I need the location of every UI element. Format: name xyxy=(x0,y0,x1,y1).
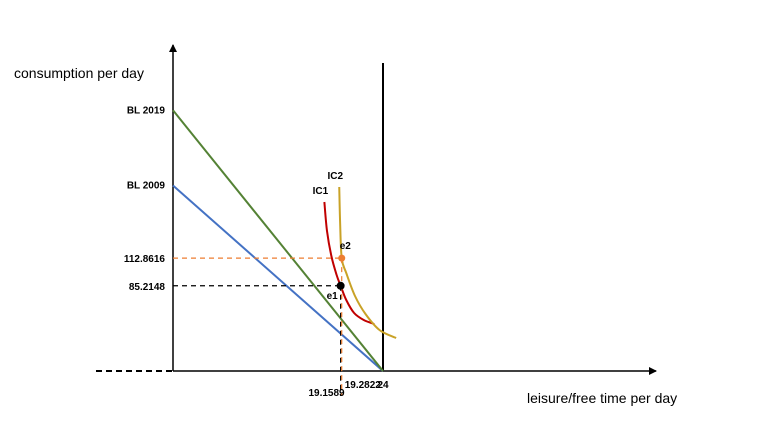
series-bl-2009-label: BL 2009 xyxy=(127,181,166,192)
point-label-e1: e1 xyxy=(327,291,339,302)
series-ic1-label: IC1 xyxy=(313,186,329,197)
x-tick-label: 19.2822 xyxy=(345,380,382,391)
guide-layer xyxy=(173,257,343,396)
y-axis-label: consumption per day xyxy=(14,65,144,81)
point-e1 xyxy=(336,281,345,290)
series-ic1-line xyxy=(323,201,375,325)
x-tick-label: 24 xyxy=(377,380,389,391)
x-tick-label: 19.1589 xyxy=(308,388,345,399)
point-e2 xyxy=(338,254,346,262)
series-bl-2019-line xyxy=(172,109,384,372)
series-ic2-label: IC2 xyxy=(327,171,343,182)
y-tick-label: 85.2148 xyxy=(129,282,166,293)
series-ic2-line xyxy=(338,186,397,339)
point-layer xyxy=(336,254,346,290)
y-tick-label: 112.8616 xyxy=(124,254,166,265)
series-layer xyxy=(172,109,397,372)
x-axis-label: leisure/free time per day xyxy=(527,390,677,406)
series-bl-2009-line xyxy=(172,184,384,372)
series-bl-2019-label: BL 2019 xyxy=(127,105,166,116)
point-label-e2: e2 xyxy=(340,241,352,252)
label-layer: BL 2009 BL 2019 IC1 IC2 e1 e2 85.2148 112.8616 1… xyxy=(124,105,389,399)
